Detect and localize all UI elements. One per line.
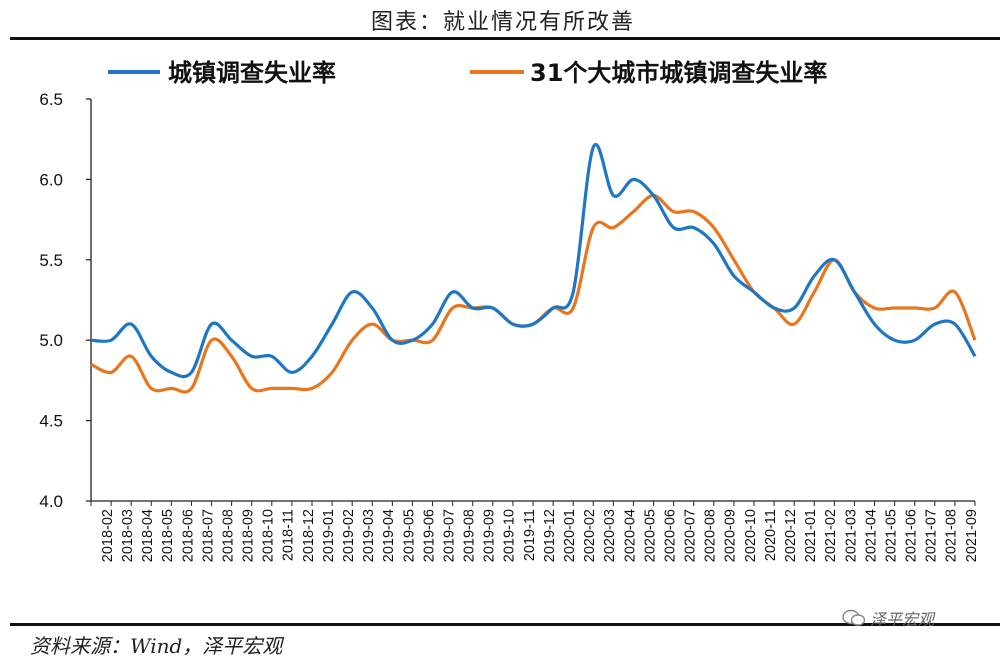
x-tick-label: 2018-08 xyxy=(220,509,236,562)
bottom-rule xyxy=(10,623,1000,626)
x-tick-label: 2020-11 xyxy=(763,509,779,561)
watermark: 泽平宏观 xyxy=(842,606,934,630)
x-tick-label: 2021-01 xyxy=(803,509,819,562)
x-tick-label: 2021-06 xyxy=(904,509,920,562)
x-tick-label: 2020-05 xyxy=(642,509,658,562)
y-tick-label: 4.0 xyxy=(39,492,63,511)
x-tick-label: 2020-02 xyxy=(582,509,598,562)
x-tick-label: 2019-02 xyxy=(341,509,357,562)
source-note: 资料来源：Wind，泽平宏观 xyxy=(30,634,283,658)
wechat-icon xyxy=(842,609,866,626)
x-tick-label: 2018-11 xyxy=(281,509,297,561)
series-line-0 xyxy=(90,142,977,379)
x-tick-label: 2018-10 xyxy=(261,509,277,562)
legend: 城镇调查失业率 31个大城市城镇调查失业率 xyxy=(108,59,827,87)
x-tick-label: 2021-08 xyxy=(944,509,960,562)
x-tick-label: 2020-07 xyxy=(683,509,699,562)
chart-title: 图表：就业情况有所改善 xyxy=(370,10,635,35)
x-tick-label: 2018-07 xyxy=(200,509,216,562)
y-tick-label: 6.5 xyxy=(39,90,63,109)
watermark-text: 泽平宏观 xyxy=(870,610,935,629)
legend-label-1: 31个大城市城镇调查失业率 xyxy=(530,59,827,87)
x-tick-label: 2021-02 xyxy=(823,509,839,562)
series-lines xyxy=(90,142,977,394)
series-line-1 xyxy=(90,193,977,394)
x-tick-label: 2020-12 xyxy=(783,509,799,562)
x-tick-label: 2020-06 xyxy=(662,509,678,562)
x-tick-label: 2018-04 xyxy=(140,509,156,562)
x-tick-label: 2019-03 xyxy=(361,509,377,562)
line-chart: 城镇调查失业率 31个大城市城镇调查失业率 4.0 4.5 5.0 5.5 6.0 6.5 2… xyxy=(39,59,979,562)
x-tick-label: 2018-05 xyxy=(160,509,176,562)
x-tick-label: 2020-04 xyxy=(622,509,638,562)
top-rule xyxy=(10,37,1000,40)
x-tick-label: 2021-03 xyxy=(843,509,859,562)
x-tick-label: 2019-10 xyxy=(502,509,518,562)
x-tick-label: 2021-04 xyxy=(863,509,879,562)
x-tick-label: 2019-04 xyxy=(381,509,397,562)
x-tick-label: 2018-06 xyxy=(180,509,196,562)
y-tick-label: 6.0 xyxy=(39,170,63,189)
x-tick-label: 2018-09 xyxy=(241,509,257,562)
x-tick-label: 2020-08 xyxy=(703,509,719,562)
x-tick-label: 2019-06 xyxy=(421,509,437,562)
y-tick-label: 5.0 xyxy=(39,331,63,350)
x-tick-label: 2020-01 xyxy=(562,509,578,562)
x-tick-label: 2020-03 xyxy=(602,509,618,562)
x-tick-label: 2019-08 xyxy=(462,509,478,562)
x-tick-label: 2019-01 xyxy=(321,509,337,562)
x-tick-label: 2019-05 xyxy=(401,509,417,562)
x-tick-label: 2019-11 xyxy=(522,509,538,561)
x-tick-label: 2018-12 xyxy=(301,509,317,562)
x-tick-label: 2020-09 xyxy=(723,509,739,562)
x-tick-label: 2019-12 xyxy=(542,509,558,562)
x-tick-label: 2020-10 xyxy=(743,509,759,562)
x-tick-label: 2019-07 xyxy=(441,509,457,562)
x-tick-label: 2021-09 xyxy=(964,509,980,562)
y-tick-label: 4.5 xyxy=(39,412,63,431)
legend-label-0: 城镇调查失业率 xyxy=(168,59,336,87)
y-tick-label: 5.5 xyxy=(39,251,63,270)
x-tick-label: 2018-02 xyxy=(100,509,116,562)
x-tick-label: 2019-09 xyxy=(482,509,498,562)
x-tick-label: 2018-03 xyxy=(120,509,136,562)
x-tick-label: 2021-05 xyxy=(883,509,899,562)
x-tick-label: 2021-07 xyxy=(924,509,940,562)
